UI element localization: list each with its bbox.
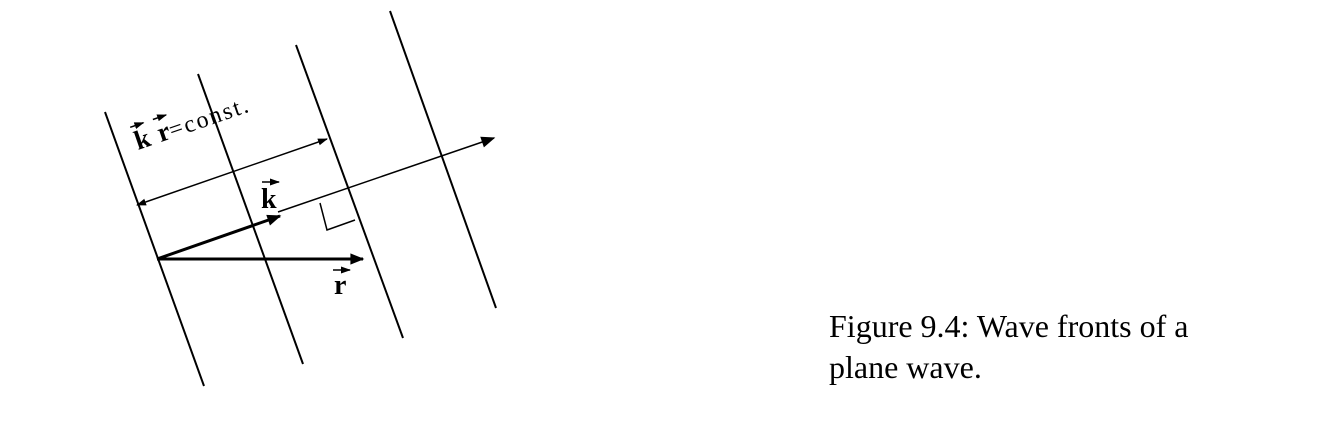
wave-front-diagram: k r =const. k r — [104, 10, 497, 387]
const-label-k-vector-mark — [129, 122, 145, 129]
constant-phase-label: k r =const. — [129, 92, 254, 156]
const-label-r-vector-mark — [152, 114, 168, 122]
r-label-text: r — [334, 270, 346, 301]
wavelength-arrow — [136, 138, 328, 206]
k-vector-arrow — [156, 214, 282, 261]
wave-front-line-2 — [197, 73, 304, 365]
right-angle-marker — [319, 202, 356, 231]
wave-front-line-3 — [295, 44, 404, 339]
const-label-text: =const. — [166, 92, 254, 144]
wave-front-line-1 — [104, 111, 205, 387]
const-label-k: k — [130, 122, 154, 155]
figure-caption: Figure 9.4: Wave fronts of a plane wave. — [829, 308, 1189, 385]
k-label-text: k — [261, 184, 277, 215]
propagation-arrow — [277, 136, 496, 213]
k-label: k — [261, 178, 280, 215]
wave-front-line-4 — [389, 10, 497, 309]
r-label: r — [333, 266, 351, 301]
